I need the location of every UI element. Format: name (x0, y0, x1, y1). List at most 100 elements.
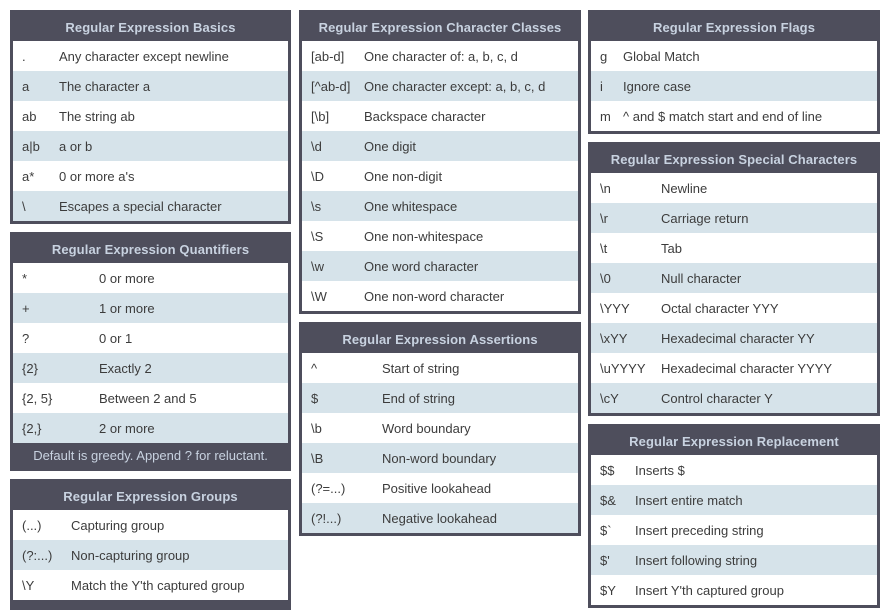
table-row: [^ab-d] One character except: a, b, c, d (302, 71, 578, 101)
table-row: \n Newline (591, 173, 877, 203)
table-row: \r Carriage return (591, 203, 877, 233)
regex-term: (?=...) (311, 480, 346, 496)
table-row: (?=...) Positive lookahead (302, 473, 578, 503)
regex-description: End of string (382, 390, 455, 406)
table-row: $$ Inserts $ (591, 455, 877, 485)
regex-term: a* (22, 168, 35, 184)
regex-term: \b (311, 420, 322, 436)
table-groups: Regular Expression Groups (...) Capturing … (10, 479, 291, 603)
regex-description: Match the Y'th captured group (71, 577, 245, 593)
table-row: . Any character except newline (13, 41, 288, 71)
regex-description: Insert entire match (635, 492, 743, 508)
regex-description: Positive lookahead (382, 480, 492, 496)
table-title: Regular Expression Quantifiers (13, 235, 288, 263)
table-row: [ab-d] One character of: a, b, c, d (302, 41, 578, 71)
table-title: Regular Expression Replacement (591, 427, 877, 455)
table-row: a The character a (13, 71, 288, 101)
regex-description: One character of: a, b, c, d (364, 48, 518, 64)
column-middle: Regular Expression Character Classes [ab-… (299, 10, 581, 536)
table-row: \ Escapes a special character (13, 191, 288, 221)
table-row: i Ignore case (591, 71, 877, 101)
regex-description: The string ab (59, 108, 135, 124)
regex-description: Start of string (382, 360, 460, 376)
regex-term: \s (311, 198, 322, 214)
regex-description: Non-capturing group (71, 547, 190, 563)
regex-description: Octal character YYY (661, 300, 779, 316)
regex-term: {2,} (22, 420, 42, 436)
regex-term: + (22, 300, 30, 316)
regex-description: Ignore case (623, 78, 691, 94)
regex-term: \n (600, 180, 611, 196)
regex-description: One whitespace (364, 198, 458, 214)
table-row: +1 or more (13, 293, 288, 323)
regex-description: Newline (661, 180, 708, 196)
table-row: \W One non-word character (302, 281, 578, 311)
table-title: Regular Expression Flags (591, 13, 877, 41)
regex-description: One non-word character (364, 288, 505, 304)
table-row: $ End of string (302, 383, 578, 413)
regex-description: 2 or more (99, 420, 155, 436)
table-title: Regular Expression Basics (13, 13, 288, 41)
table-row: \cY Control character Y (591, 383, 877, 413)
regex-description: Any character except newline (59, 48, 229, 64)
table-row: \Y Match the Y'th captured group (13, 570, 288, 600)
regex-term: \S (311, 228, 324, 244)
table-row: $' Insert following string (591, 545, 877, 575)
table-row: $` Insert preceding string (591, 515, 877, 545)
table-row: (?:...) Non-capturing group (13, 540, 288, 570)
regex-term: \r (600, 210, 608, 226)
regex-description: ^ and $ match start and end of line (623, 108, 823, 124)
table-footer-note: Default is greedy. Append ? for reluctan… (13, 443, 288, 468)
table-row: (?!...) Negative lookahead (302, 503, 578, 533)
regex-term: \w (311, 258, 324, 274)
regex-term: \YYY (600, 300, 630, 316)
table-row: a|b a or b (13, 131, 288, 161)
table-row: ^ Start of string (302, 353, 578, 383)
regex-description: Escapes a special character (59, 198, 222, 214)
table-row: ab The string ab (13, 101, 288, 131)
table-row: \b Word boundary (302, 413, 578, 443)
regex-term: (?!...) (311, 510, 342, 526)
regex-term: \t (600, 240, 608, 256)
table-row: \0 Null character (591, 263, 877, 293)
table-row: \B Non-word boundary (302, 443, 578, 473)
regex-description: One digit (364, 138, 417, 154)
regex-description: Insert following string (635, 552, 758, 568)
table-row: $& Insert entire match (591, 485, 877, 515)
regex-description: One non-whitespace (364, 228, 484, 244)
table-row: g Global Match (591, 41, 877, 71)
regex-description: 0 or 1 (99, 330, 133, 346)
regex-description: Global Match (623, 48, 700, 64)
regex-description: Control character Y (661, 390, 773, 406)
regex-description: Backspace character (364, 108, 486, 124)
regex-description: 1 or more (99, 300, 155, 316)
regex-term: ab (22, 108, 37, 124)
table-row: \S One non-whitespace (302, 221, 578, 251)
regex-description: Exactly 2 (99, 360, 152, 376)
regex-term: \uYYYY (600, 360, 646, 376)
regex-term: $Y (600, 582, 616, 598)
table-row: m ^ and $ match start and end of line (591, 101, 877, 131)
table-row: \s One whitespace (302, 191, 578, 221)
regex-description: One character except: a, b, c, d (364, 78, 546, 94)
regex-description: Hexadecimal character YYYY (661, 360, 833, 376)
regex-description: Between 2 and 5 (99, 390, 197, 406)
regex-term: $' (600, 552, 610, 568)
table-row: * 0 or more (13, 263, 288, 293)
table-basics: Regular Expression Basics. Any character … (10, 10, 291, 224)
regex-description: Word boundary (382, 420, 471, 436)
regex-term: . (22, 48, 26, 64)
regex-description: The character a (59, 78, 151, 94)
table-title: Regular Expression Character Classes (302, 13, 578, 41)
partial-table-header (10, 602, 291, 610)
regex-term: [^ab-d] (311, 78, 351, 94)
regex-description: Carriage return (661, 210, 749, 226)
table-row: [\b] Backspace character (302, 101, 578, 131)
regex-term: \W (311, 288, 327, 304)
table-row: (...) Capturing group (13, 510, 288, 540)
regex-term: (?:...) (22, 547, 53, 563)
regex-term: \Y (22, 577, 35, 593)
column-left: Regular Expression Basics. Any character … (10, 10, 291, 603)
regex-term: \d (311, 138, 322, 154)
